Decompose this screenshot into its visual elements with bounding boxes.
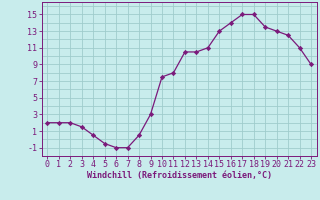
X-axis label: Windchill (Refroidissement éolien,°C): Windchill (Refroidissement éolien,°C) bbox=[87, 171, 272, 180]
